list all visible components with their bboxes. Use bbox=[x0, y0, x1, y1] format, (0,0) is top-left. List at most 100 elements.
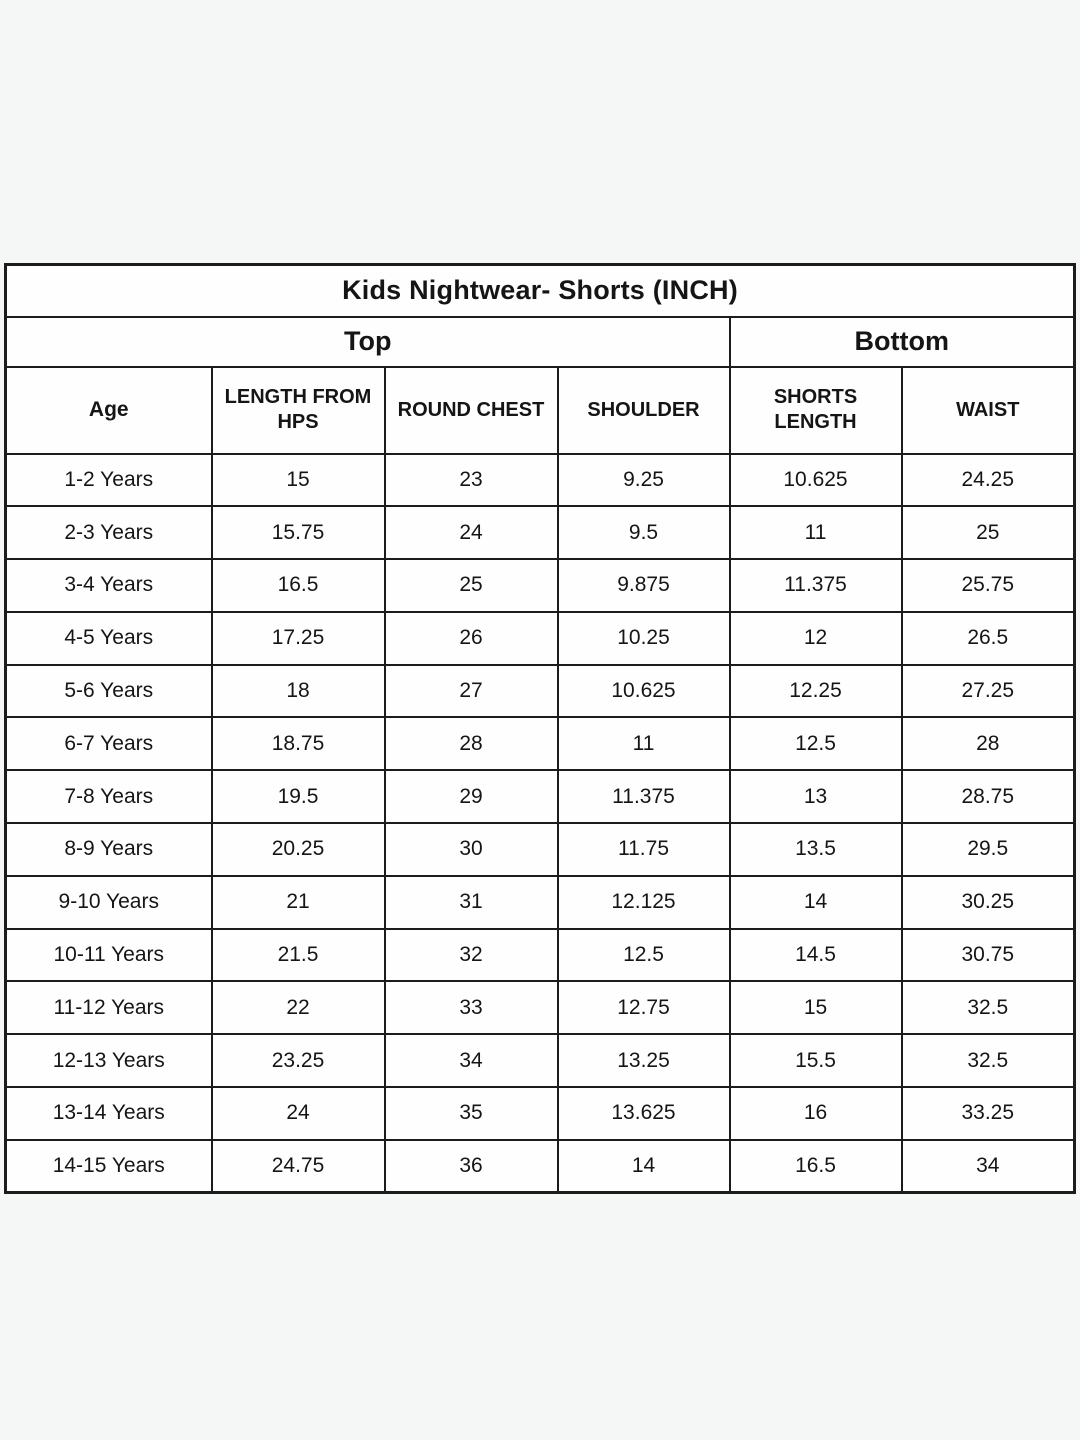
table-row: 4-5 Years 17.25 26 10.25 12 26.5 bbox=[4, 610, 1076, 666]
value-cell: 24.75 bbox=[210, 1138, 386, 1194]
value-cell: 10.25 bbox=[556, 610, 731, 666]
value-cell: 35 bbox=[383, 1086, 559, 1141]
table-row: 1-2 Years 15 23 9.25 10.625 24.25 bbox=[4, 452, 1076, 508]
table-row: 6-7 Years 18.75 28 11 12.5 28 bbox=[4, 716, 1076, 772]
table-row: 14-15 Years 24.75 36 14 16.5 34 bbox=[4, 1138, 1076, 1194]
value-cell: 12.5 bbox=[556, 927, 731, 983]
table-row: 3-4 Years 16.5 25 9.875 11.375 25.75 bbox=[4, 558, 1076, 613]
value-cell: 11.375 bbox=[728, 558, 903, 613]
value-cell: 23.25 bbox=[210, 1033, 386, 1089]
value-cell: 9.5 bbox=[556, 505, 731, 561]
value-cell: 34 bbox=[900, 1138, 1076, 1194]
value-cell: 21.5 bbox=[210, 927, 386, 983]
column-header-shorts-length: SHORTS LENGTH bbox=[728, 365, 903, 455]
value-cell: 12 bbox=[728, 610, 903, 666]
table-row: 7-8 Years 19.5 29 11.375 13 28.75 bbox=[4, 769, 1076, 825]
value-cell: 29 bbox=[383, 769, 559, 825]
value-cell: 12.75 bbox=[556, 980, 731, 1036]
table-row: 8-9 Years 20.25 30 11.75 13.5 29.5 bbox=[4, 822, 1076, 877]
table-title-row: Kids Nightwear- Shorts (INCH) bbox=[4, 263, 1076, 318]
table-row: 10-11 Years 21.5 32 12.5 14.5 30.75 bbox=[4, 927, 1076, 983]
table-row: 12-13 Years 23.25 34 13.25 15.5 32.5 bbox=[4, 1033, 1076, 1089]
value-cell: 15 bbox=[728, 980, 903, 1036]
value-cell: 28 bbox=[900, 716, 1076, 772]
size-table-body: 1-2 Years 15 23 9.25 10.625 24.25 2-3 Years 15.… bbox=[4, 452, 1076, 1194]
value-cell: 30 bbox=[383, 822, 559, 877]
column-header-length-from-hps: LENGTH FROM HPS bbox=[210, 365, 386, 455]
column-header-age: Age bbox=[4, 365, 213, 455]
column-header-round-chest: ROUND CHEST bbox=[383, 365, 559, 455]
value-cell: 34 bbox=[383, 1033, 559, 1089]
value-cell: 33.25 bbox=[900, 1086, 1076, 1141]
value-cell: 32 bbox=[383, 927, 559, 983]
value-cell: 15 bbox=[210, 452, 386, 508]
value-cell: 13.25 bbox=[556, 1033, 731, 1089]
age-cell: 5-6 Years bbox=[4, 663, 213, 719]
age-cell: 6-7 Years bbox=[4, 716, 213, 772]
value-cell: 27 bbox=[383, 663, 559, 719]
value-cell: 9.875 bbox=[556, 558, 731, 613]
age-cell: 4-5 Years bbox=[4, 610, 213, 666]
value-cell: 16.5 bbox=[728, 1138, 903, 1194]
column-header-waist: WAIST bbox=[900, 365, 1076, 455]
value-cell: 24 bbox=[383, 505, 559, 561]
value-cell: 10.625 bbox=[728, 452, 903, 508]
age-cell: 1-2 Years bbox=[4, 452, 213, 508]
value-cell: 30.25 bbox=[900, 874, 1076, 930]
value-cell: 26 bbox=[383, 610, 559, 666]
value-cell: 26.5 bbox=[900, 610, 1076, 666]
value-cell: 25 bbox=[383, 558, 559, 613]
value-cell: 32.5 bbox=[900, 1033, 1076, 1089]
age-cell: 8-9 Years bbox=[4, 822, 213, 877]
value-cell: 11.75 bbox=[556, 822, 731, 877]
value-cell: 14.5 bbox=[728, 927, 903, 983]
value-cell: 28.75 bbox=[900, 769, 1076, 825]
value-cell: 18.75 bbox=[210, 716, 386, 772]
size-chart-table: Kids Nightwear- Shorts (INCH) Top Bottom… bbox=[4, 263, 1076, 1195]
table-row: 9-10 Years 21 31 12.125 14 30.25 bbox=[4, 874, 1076, 930]
value-cell: 14 bbox=[728, 874, 903, 930]
value-cell: 25 bbox=[900, 505, 1076, 561]
value-cell: 29.5 bbox=[900, 822, 1076, 877]
value-cell: 12.5 bbox=[728, 716, 903, 772]
value-cell: 21 bbox=[210, 874, 386, 930]
table-row: 11-12 Years 22 33 12.75 15 32.5 bbox=[4, 980, 1076, 1036]
value-cell: 27.25 bbox=[900, 663, 1076, 719]
value-cell: 28 bbox=[383, 716, 559, 772]
value-cell: 22 bbox=[210, 980, 386, 1036]
table-section-row: Top Bottom bbox=[4, 315, 1076, 368]
age-cell: 9-10 Years bbox=[4, 874, 213, 930]
value-cell: 23 bbox=[383, 452, 559, 508]
value-cell: 20.25 bbox=[210, 822, 386, 877]
age-cell: 3-4 Years bbox=[4, 558, 213, 613]
table-title: Kids Nightwear- Shorts (INCH) bbox=[4, 263, 1076, 318]
age-cell: 7-8 Years bbox=[4, 769, 213, 825]
value-cell: 9.25 bbox=[556, 452, 731, 508]
section-bottom-label: Bottom bbox=[728, 315, 1076, 368]
value-cell: 31 bbox=[383, 874, 559, 930]
value-cell: 36 bbox=[383, 1138, 559, 1194]
value-cell: 19.5 bbox=[210, 769, 386, 825]
value-cell: 13 bbox=[728, 769, 903, 825]
value-cell: 18 bbox=[210, 663, 386, 719]
value-cell: 11 bbox=[728, 505, 903, 561]
value-cell: 13.5 bbox=[728, 822, 903, 877]
value-cell: 11 bbox=[556, 716, 731, 772]
table-row: 13-14 Years 24 35 13.625 16 33.25 bbox=[4, 1086, 1076, 1141]
value-cell: 32.5 bbox=[900, 980, 1076, 1036]
value-cell: 33 bbox=[383, 980, 559, 1036]
value-cell: 12.125 bbox=[556, 874, 731, 930]
table-header-row: Age LENGTH FROM HPS ROUND CHEST SHOULDER… bbox=[4, 365, 1076, 455]
value-cell: 17.25 bbox=[210, 610, 386, 666]
age-cell: 14-15 Years bbox=[4, 1138, 213, 1194]
value-cell: 15.5 bbox=[728, 1033, 903, 1089]
value-cell: 30.75 bbox=[900, 927, 1076, 983]
value-cell: 25.75 bbox=[900, 558, 1076, 613]
age-cell: 2-3 Years bbox=[4, 505, 213, 561]
value-cell: 14 bbox=[556, 1138, 731, 1194]
section-top-label: Top bbox=[4, 315, 731, 368]
table-row: 2-3 Years 15.75 24 9.5 11 25 bbox=[4, 505, 1076, 561]
value-cell: 24.25 bbox=[900, 452, 1076, 508]
table-row: 5-6 Years 18 27 10.625 12.25 27.25 bbox=[4, 663, 1076, 719]
